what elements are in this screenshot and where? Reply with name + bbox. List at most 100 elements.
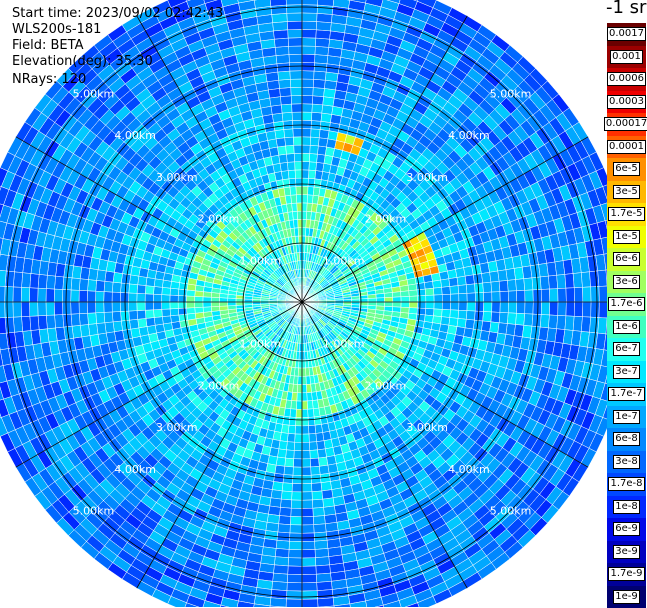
radar-cell: [96, 291, 105, 302]
radar-cell: [281, 171, 289, 180]
radar-cell: [306, 376, 311, 385]
radar-cell: [491, 281, 500, 292]
radar-cell: [154, 317, 163, 326]
radar-cell: [288, 566, 302, 575]
radar-cell: [203, 307, 212, 313]
radar-cell: [409, 296, 417, 302]
range-ring-label: 4.00km: [114, 463, 156, 476]
radar-cell: [313, 408, 320, 417]
colorbar-swatch: 6e-8: [607, 428, 646, 451]
radar-cell: [155, 324, 164, 333]
radar-cell: [324, 439, 333, 448]
radar-cell: [449, 277, 458, 286]
radar-cell: [492, 292, 501, 302]
radar-cell: [450, 286, 459, 295]
radar-cell: [524, 278, 533, 291]
radar-cell: [46, 275, 55, 289]
colorbar-swatch: 0.0006: [607, 68, 646, 91]
radar-cell: [290, 71, 302, 80]
radar-cell: [313, 79, 325, 88]
radar-cell: [302, 558, 316, 567]
radar-cell: [129, 319, 138, 329]
range-ring-label: 4.00km: [448, 463, 490, 476]
radar-cell: [288, 29, 302, 38]
radar-cell: [244, 302, 252, 305]
radar-cell: [317, 441, 326, 450]
radar-cell: [0, 302, 5, 318]
radar-cell: [288, 170, 295, 179]
radar-cell: [376, 298, 384, 302]
radar-cell: [302, 368, 306, 376]
radar-cell: [302, 153, 310, 161]
radar-cell: [313, 88, 325, 97]
radar-cell: [541, 289, 550, 302]
radar-cell: [113, 321, 122, 332]
colorbar-swatch: 6e-9: [607, 518, 646, 541]
radar-cell: [541, 302, 550, 315]
radar-cell: [308, 417, 315, 426]
radar-cell: [368, 294, 377, 298]
colorbar-label: 1.7e-7: [608, 387, 644, 401]
radar-cell: [316, 573, 331, 582]
colorbar-label: 1.7e-5: [608, 207, 644, 221]
radar-cell: [481, 272, 490, 283]
radar-cell: [302, 0, 318, 5]
radar-cell: [540, 276, 549, 289]
colorbar-swatch: 1e-7: [607, 406, 646, 429]
radar-cell: [292, 203, 298, 212]
radar-cell: [322, 105, 333, 115]
radar-cell: [433, 280, 442, 288]
radar-cell: [590, 271, 599, 287]
colorbar-swatch: 0.0001: [607, 136, 646, 159]
radar-cell: [276, 540, 289, 549]
radar-cell: [289, 54, 302, 63]
radar-cell: [317, 13, 333, 22]
radar-cell: [591, 286, 600, 302]
radar-cell: [581, 272, 590, 288]
radar-cell: [582, 287, 591, 302]
colorbar-label: 6e-6: [613, 252, 640, 266]
radar-cell: [310, 137, 319, 146]
radar-cell: [442, 286, 451, 294]
radar-cell: [573, 273, 582, 288]
colorbar-label: 0.00017: [604, 117, 647, 131]
radar-cell: [298, 376, 302, 384]
radar-cell: [97, 270, 107, 282]
range-ring-label: 5.00km: [73, 87, 115, 100]
colorbar-swatch: 1.7e-6: [607, 293, 646, 316]
radar-cell: [96, 302, 105, 313]
start-time-label: Start time: 2023/09/02 02:42:43: [12, 6, 223, 22]
radar-cell: [293, 129, 302, 137]
radar-cell: [315, 548, 329, 557]
range-ring-label: 3.00km: [406, 421, 448, 434]
radar-cell: [38, 274, 47, 288]
radar-cell: [71, 302, 80, 314]
colorbar-swatch: 1e-5: [607, 226, 646, 249]
colorbar-label: 1.7e-6: [608, 297, 644, 311]
radar-cell: [302, 186, 308, 194]
radar-cell: [153, 294, 161, 302]
radar-cell: [138, 318, 147, 327]
radar-cell: [475, 292, 483, 302]
radar-cell: [302, 459, 311, 467]
range-ring-label: 3.00km: [156, 171, 198, 184]
radar-cell: [97, 323, 107, 335]
radar-cell: [87, 302, 96, 313]
radar-cell: [280, 507, 292, 516]
radar-cell: [219, 302, 227, 306]
colorbar-label: 3e-9: [613, 545, 640, 559]
range-ring-label: 2.00km: [365, 379, 407, 392]
radar-cell: [302, 574, 317, 583]
radar-cell: [549, 302, 558, 315]
radar-cell: [308, 178, 315, 187]
radar-cell: [302, 376, 306, 384]
radar-cell: [500, 302, 509, 313]
radar-cell: [426, 302, 434, 309]
colorbar-label: 1.7e-8: [608, 477, 644, 491]
radar-cell: [302, 211, 307, 219]
radar-cell: [434, 302, 442, 309]
radar-cell: [294, 442, 302, 450]
radar-cell: [112, 312, 121, 322]
radar-cell: [525, 302, 534, 314]
